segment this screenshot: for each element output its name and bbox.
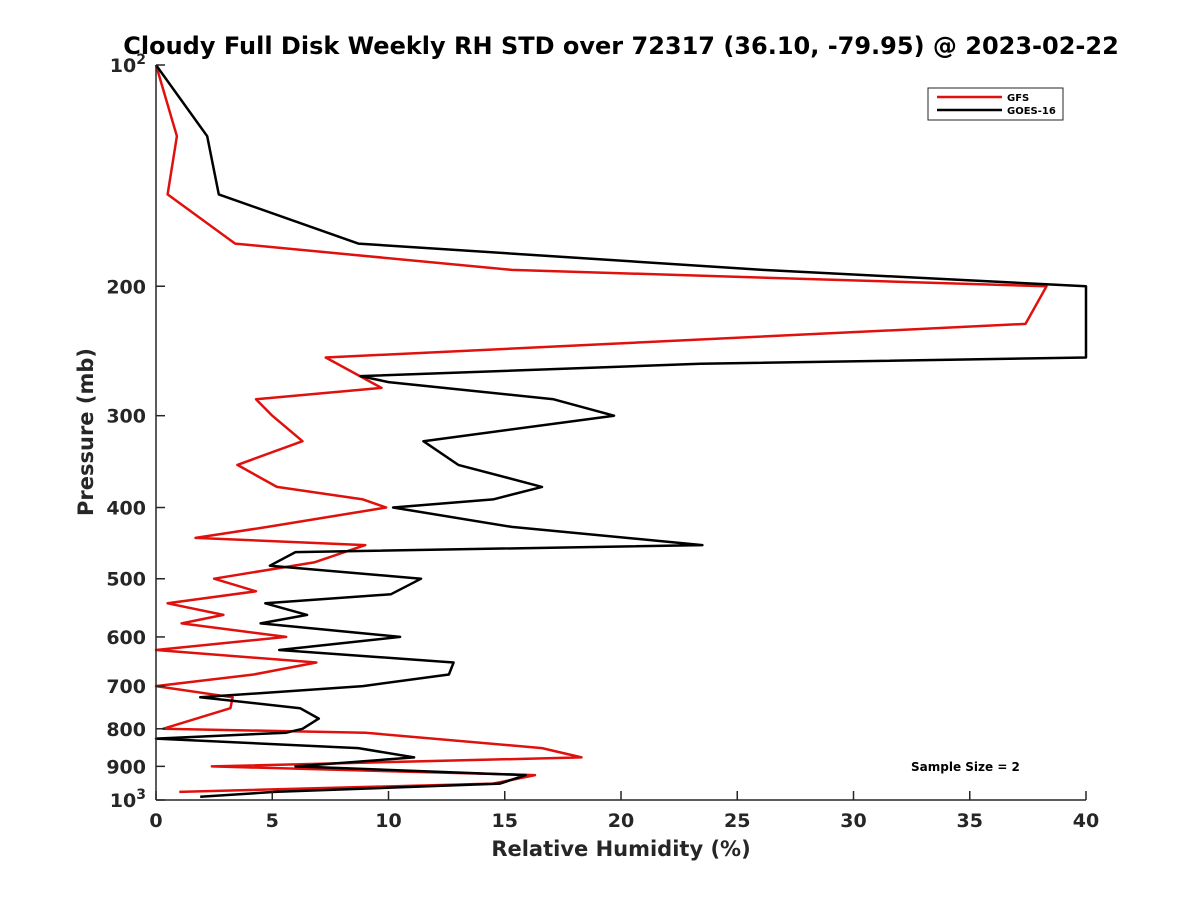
y-ticks: 102 200 300 400 500 600 700 800 900 103 — [106, 52, 165, 812]
x-tick-label: 35 — [957, 810, 983, 832]
y-axis-label: Pressure (mb) — [74, 348, 98, 516]
y-tick-label: 300 — [106, 406, 146, 428]
series-line-gfs — [154, 64, 1048, 794]
y-tick-label: 200 — [106, 276, 146, 298]
legend-label-goes16: GOES-16 — [1007, 106, 1056, 117]
x-tick-label: 0 — [149, 810, 162, 832]
x-ticks: 0 5 10 15 20 25 30 35 40 — [149, 791, 1099, 832]
y-tick-label: 900 — [106, 756, 146, 778]
x-tick-label: 25 — [724, 810, 750, 832]
series-line-goes16 — [154, 64, 1088, 799]
x-tick-label: 15 — [492, 810, 518, 832]
y-tick-label: 102 — [110, 52, 146, 77]
y-tick-label: 600 — [106, 627, 146, 649]
y-tick-label: 800 — [106, 719, 146, 741]
legend-label-gfs: GFS — [1007, 93, 1029, 104]
y-tick-label: 400 — [106, 498, 146, 520]
y-tick-label: 500 — [106, 569, 146, 591]
legend-box — [927, 87, 1064, 121]
chart-title: Cloudy Full Disk Weekly RH STD over 7231… — [123, 32, 1119, 60]
x-tick-label: 40 — [1073, 810, 1099, 832]
x-tick-label: 10 — [375, 810, 401, 832]
plot-lines — [154, 64, 1088, 799]
x-axis-label: Relative Humidity (%) — [491, 837, 750, 861]
x-tick-label: 20 — [608, 810, 634, 832]
x-tick-label: 30 — [840, 810, 866, 832]
y-tick-label: 103 — [110, 787, 146, 812]
x-tick-label: 5 — [266, 810, 279, 832]
sample-size-annotation: Sample Size = 2 — [911, 760, 1020, 774]
y-tick-label: 700 — [106, 676, 146, 698]
legend: GFS GOES-16 — [927, 87, 1064, 121]
